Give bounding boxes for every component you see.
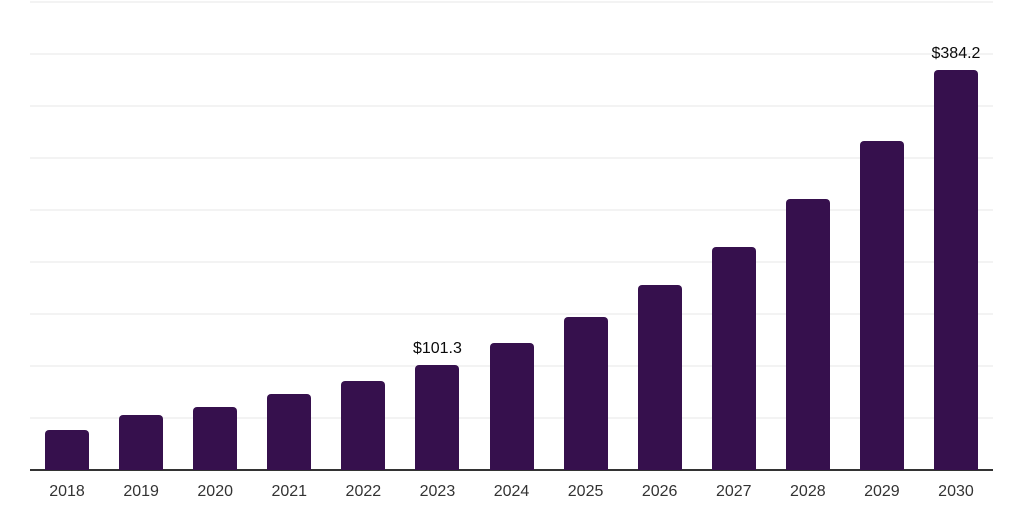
gridline: [30, 313, 993, 315]
bar-slot: $384.2: [919, 0, 993, 470]
x-tick-label-2022: 2022: [345, 483, 382, 500]
x-tick-label-2030: 2030: [938, 483, 974, 500]
plot-area: $101.3 $384.2: [30, 0, 993, 470]
bar-2018: [45, 430, 90, 470]
data-label-2023: $101.3: [412, 339, 462, 357]
bar-slot: [104, 0, 178, 470]
bar-slot: [30, 0, 104, 470]
bar-2026: [637, 285, 682, 470]
x-tick-label-2029: 2029: [864, 483, 900, 500]
bar-slot: [326, 0, 400, 470]
data-label-2030: $384.2: [931, 45, 981, 63]
x-axis-labels: 2018 2019 2020 2021 2022 2023 2024 2025 2026 2027…: [30, 484, 993, 500]
bar-slot: [474, 0, 548, 470]
gridline: [30, 105, 993, 107]
bar-slot: [697, 0, 771, 470]
x-tick-label-2025: 2025: [567, 483, 604, 500]
gridline: [30, 209, 993, 211]
gridline: [30, 261, 993, 263]
x-tick-label-2019: 2019: [123, 483, 159, 500]
bar-2024: [489, 342, 534, 470]
x-tick-label-2023: 2023: [419, 483, 456, 500]
x-tick-label-2027: 2027: [715, 483, 752, 500]
x-axis-line: [30, 469, 993, 471]
bar-slot: $101.3: [400, 0, 474, 470]
bar-2020: [193, 407, 238, 470]
bar-slot: [771, 0, 845, 470]
x-tick-label-2026: 2026: [641, 483, 678, 500]
x-tick-label-2018: 2018: [49, 483, 85, 500]
bar-2027: [711, 246, 756, 470]
bar-2022: [341, 380, 386, 470]
gridline: [30, 157, 993, 159]
bar-2028: [785, 199, 830, 470]
bar-2019: [119, 414, 164, 470]
bar-slot: [252, 0, 326, 470]
bar-2025: [563, 316, 608, 470]
x-tick-label-2024: 2024: [493, 483, 530, 500]
x-tick-label-2020: 2020: [197, 483, 233, 500]
bar-2023: [415, 364, 460, 470]
x-tick-label-2028: 2028: [790, 483, 826, 500]
gridline: [30, 1, 993, 3]
bar-slot: [178, 0, 252, 470]
bar-slot: [623, 0, 697, 470]
x-tick-label-2021: 2021: [271, 483, 308, 500]
bar-2030: [933, 70, 978, 470]
bar-2021: [267, 393, 312, 470]
bar-2029: [859, 141, 904, 470]
gridline: [30, 53, 993, 55]
bar-slot: [845, 0, 919, 470]
bar-slot: [549, 0, 623, 470]
